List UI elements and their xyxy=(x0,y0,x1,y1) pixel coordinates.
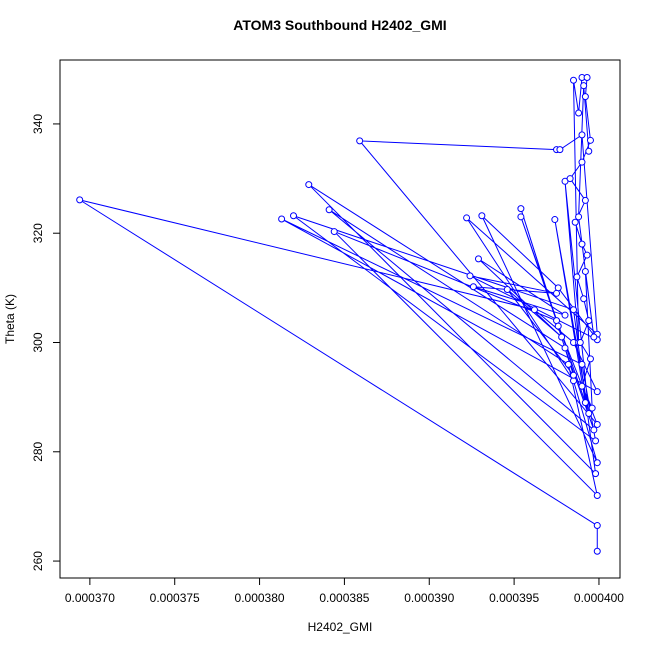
data-line xyxy=(79,76,599,552)
data-point xyxy=(474,255,482,263)
data-point xyxy=(578,240,586,248)
data-point xyxy=(585,410,593,418)
data-point xyxy=(325,206,333,214)
data-point xyxy=(588,404,596,412)
y-tick-label: 280 xyxy=(31,441,45,461)
data-point xyxy=(581,267,589,275)
data-point xyxy=(593,491,601,499)
data-point xyxy=(571,218,579,226)
data-point xyxy=(561,344,569,352)
x-tick-label: 0.000385 xyxy=(319,591,369,605)
data-point xyxy=(556,146,564,154)
data-point xyxy=(330,228,338,236)
data-point xyxy=(592,437,600,445)
data-point xyxy=(551,216,559,224)
data-point xyxy=(558,333,566,341)
data-point xyxy=(469,283,477,291)
data-point xyxy=(590,426,598,434)
data-point xyxy=(578,360,586,368)
data-point xyxy=(570,371,578,379)
data-point xyxy=(530,306,538,314)
data-point xyxy=(570,76,578,84)
y-tick-label: 320 xyxy=(31,223,45,243)
data-point xyxy=(593,459,601,467)
data-point xyxy=(586,136,594,144)
data-point xyxy=(575,213,583,221)
data-point xyxy=(592,470,600,478)
data-point xyxy=(517,213,525,221)
data-point xyxy=(583,73,591,81)
data-point xyxy=(305,181,313,189)
data-point xyxy=(517,205,525,213)
data-point xyxy=(578,158,586,166)
plot-frame xyxy=(59,59,621,579)
data-point xyxy=(586,355,594,363)
data-point xyxy=(580,82,588,90)
data-point xyxy=(554,322,562,330)
data-point xyxy=(566,175,574,183)
data-point xyxy=(581,196,589,204)
x-tick-label: 0.000380 xyxy=(235,591,285,605)
x-tick-label: 0.000395 xyxy=(489,591,539,605)
data-point xyxy=(583,251,591,259)
data-point xyxy=(580,295,588,303)
data-point xyxy=(578,131,586,139)
x-tick-label: 0.000370 xyxy=(65,591,115,605)
data-point xyxy=(553,289,561,297)
data-point xyxy=(463,214,471,222)
data-point xyxy=(503,285,511,293)
data-point xyxy=(575,109,583,117)
y-tick-label: 260 xyxy=(31,551,45,571)
data-point xyxy=(564,360,572,368)
data-point xyxy=(581,93,589,101)
data-point xyxy=(573,273,581,281)
data-point xyxy=(76,196,84,204)
data-point xyxy=(581,399,589,407)
data-point xyxy=(585,317,593,325)
x-tick-label: 0.000400 xyxy=(574,591,624,605)
data-point xyxy=(561,311,569,319)
y-tick-label: 300 xyxy=(31,332,45,352)
data-point xyxy=(278,215,286,223)
data-point xyxy=(593,547,601,555)
data-point xyxy=(576,338,584,346)
y-axis-label: Theta (K) xyxy=(3,294,17,344)
data-point xyxy=(585,147,593,155)
y-tick-label: 340 xyxy=(31,114,45,134)
data-point xyxy=(578,382,586,390)
data-point xyxy=(356,137,364,145)
data-point xyxy=(466,272,474,280)
data-point xyxy=(290,212,298,220)
x-tick-label: 0.000390 xyxy=(404,591,454,605)
data-point xyxy=(478,212,486,220)
data-point xyxy=(593,420,601,428)
data-point xyxy=(593,388,601,396)
data-point xyxy=(570,306,578,314)
data-point xyxy=(593,522,601,530)
x-tick-label: 0.000375 xyxy=(150,591,200,605)
x-axis-label: H2402_GMI xyxy=(308,620,373,634)
data-point xyxy=(590,333,598,341)
chart-title: ATOM3 Southbound H2402_GMI xyxy=(233,17,446,33)
